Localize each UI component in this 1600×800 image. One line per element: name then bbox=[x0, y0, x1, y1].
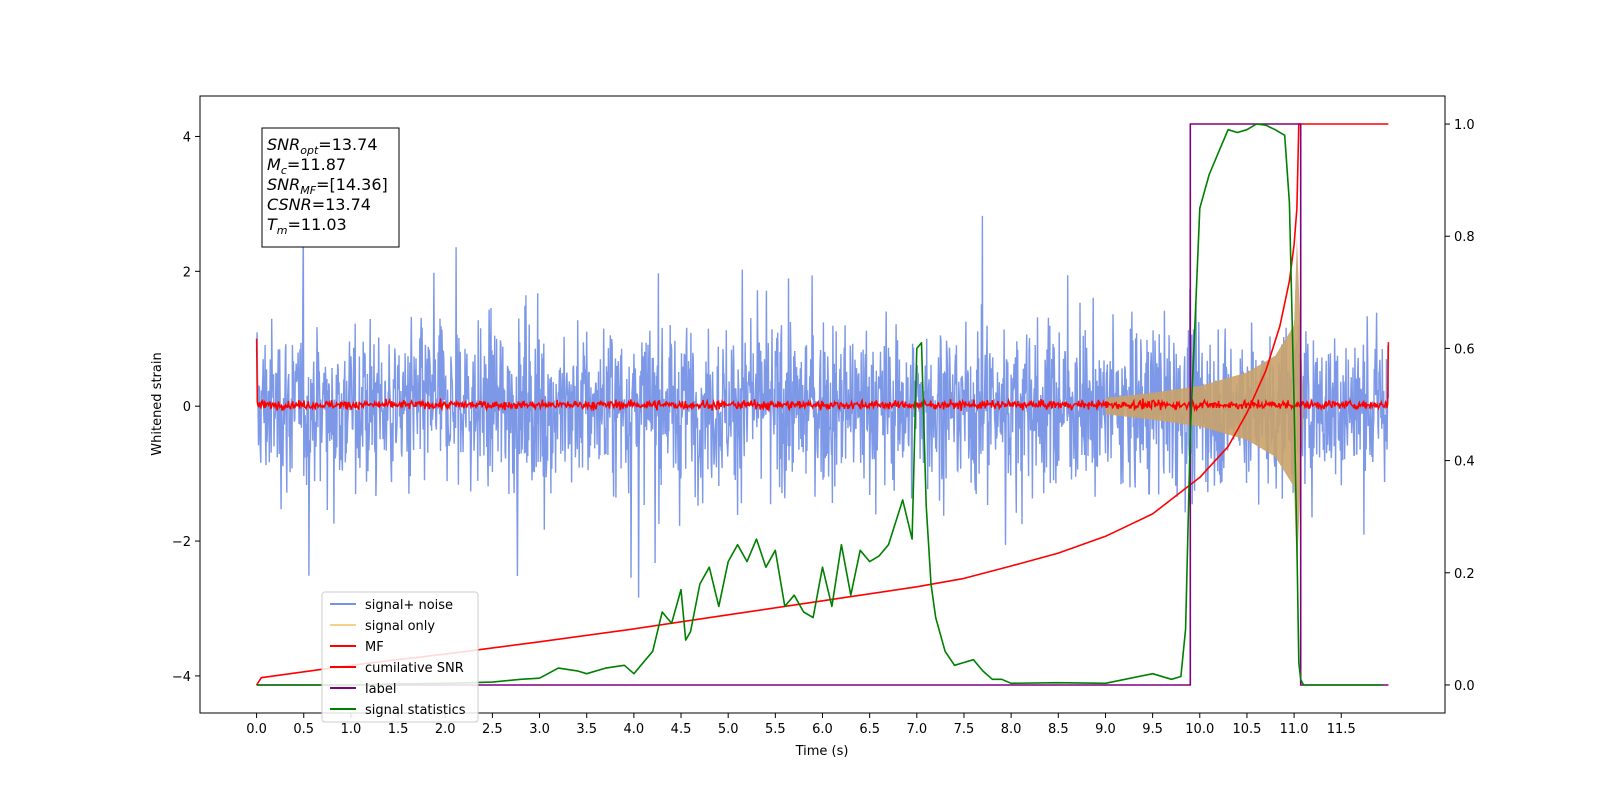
x-tick-label: 6.0 bbox=[812, 722, 833, 737]
legend-item: signal statistics bbox=[330, 703, 466, 718]
x-axis: 0.0 0.5 1.0 1.5 2.0 2.5 3.0 3.5 4.0 4.5 5.0 5.5 6.0 6… bbox=[246, 713, 1356, 737]
x-tick-label: 10.5 bbox=[1232, 722, 1261, 737]
x-tick-label: 3.0 bbox=[529, 722, 550, 737]
x-tick-label: 8.0 bbox=[1001, 722, 1022, 737]
x-tick-label: 4.0 bbox=[624, 722, 645, 737]
y2-tick-label: 1.0 bbox=[1454, 118, 1475, 133]
annotation-line: SNRMF=[14.36] bbox=[267, 175, 388, 197]
legend-item: MF bbox=[330, 640, 384, 655]
y-axis-label: Whitened strain bbox=[150, 352, 165, 455]
legend-label: signal+ noise bbox=[365, 598, 453, 613]
y-axis-left: −4 −2 0 2 4 bbox=[172, 130, 200, 685]
series-mf-line bbox=[255, 338, 1390, 413]
x-tick-label: 3.5 bbox=[576, 722, 597, 737]
x-tick-label: 11.0 bbox=[1280, 722, 1309, 737]
y-axis-right: 0.0 0.2 0.4 0.6 0.8 1.0 bbox=[1445, 118, 1475, 694]
x-tick-label: 5.0 bbox=[718, 722, 739, 737]
x-tick-label: 9.5 bbox=[1142, 722, 1163, 737]
series-signal-noise-line bbox=[255, 215, 1390, 598]
series-signal-statistics-line bbox=[256, 123, 1383, 686]
y-tick-label: 4 bbox=[183, 130, 191, 145]
y-tick-label: 2 bbox=[183, 265, 191, 280]
x-tick-label: 2.0 bbox=[435, 722, 456, 737]
x-tick-label: 7.5 bbox=[954, 722, 975, 737]
series-cumulative-snr-line bbox=[255, 123, 1389, 686]
legend-item: cumilative SNR bbox=[330, 661, 464, 676]
x-tick-label: 4.5 bbox=[671, 722, 692, 737]
annotation-line: Mc=11.87 bbox=[267, 155, 346, 177]
annotation-line: CSNR=13.74 bbox=[267, 195, 371, 214]
legend-item: signal+ noise bbox=[330, 598, 453, 613]
series-signal-only-envelope bbox=[1105, 237, 1304, 575]
annotation-box: SNRopt=13.74Mc=11.87SNRMF=[14.36]CSNR=13… bbox=[261, 127, 400, 248]
y-tick-label: 0 bbox=[183, 400, 191, 415]
y2-tick-label: 0.6 bbox=[1454, 342, 1475, 357]
y2-tick-label: 0.8 bbox=[1454, 230, 1475, 245]
x-tick-label: 1.5 bbox=[388, 722, 409, 737]
legend-item: signal only bbox=[330, 619, 435, 634]
annotation-line: Tm=11.03 bbox=[267, 215, 347, 237]
series-layer bbox=[255, 123, 1390, 686]
x-axis-label: Time (s) bbox=[795, 744, 849, 759]
legend-frame bbox=[321, 591, 479, 723]
y-tick-label: −4 bbox=[172, 670, 191, 685]
annotation-frame bbox=[261, 127, 400, 248]
y-tick-label: −2 bbox=[172, 535, 191, 550]
legend-label: signal only bbox=[365, 619, 435, 634]
annotation-line: SNRopt=13.74 bbox=[267, 135, 378, 157]
legend-item: label bbox=[330, 682, 396, 697]
x-tick-label: 9.0 bbox=[1095, 722, 1116, 737]
x-tick-label: 5.5 bbox=[765, 722, 786, 737]
y2-tick-label: 0.4 bbox=[1454, 455, 1475, 470]
y2-tick-label: 0.2 bbox=[1454, 567, 1475, 582]
legend: signal+ noise signal only MF cumilative SNR… bbox=[321, 591, 479, 723]
x-tick-label: 11.5 bbox=[1327, 722, 1356, 737]
x-tick-label: 1.0 bbox=[341, 722, 362, 737]
x-tick-label: 0.0 bbox=[246, 722, 267, 737]
x-tick-label: 0.5 bbox=[293, 722, 314, 737]
legend-label: MF bbox=[365, 640, 384, 655]
legend-label: signal statistics bbox=[365, 703, 466, 718]
x-tick-label: 7.0 bbox=[906, 722, 927, 737]
x-tick-label: 2.5 bbox=[482, 722, 503, 737]
legend-label: label bbox=[365, 682, 396, 697]
x-tick-label: 10.0 bbox=[1185, 722, 1214, 737]
x-tick-label: 8.5 bbox=[1048, 722, 1069, 737]
y2-tick-label: 0.0 bbox=[1454, 679, 1475, 694]
legend-label: cumilative SNR bbox=[365, 661, 464, 676]
x-tick-label: 6.5 bbox=[859, 722, 880, 737]
